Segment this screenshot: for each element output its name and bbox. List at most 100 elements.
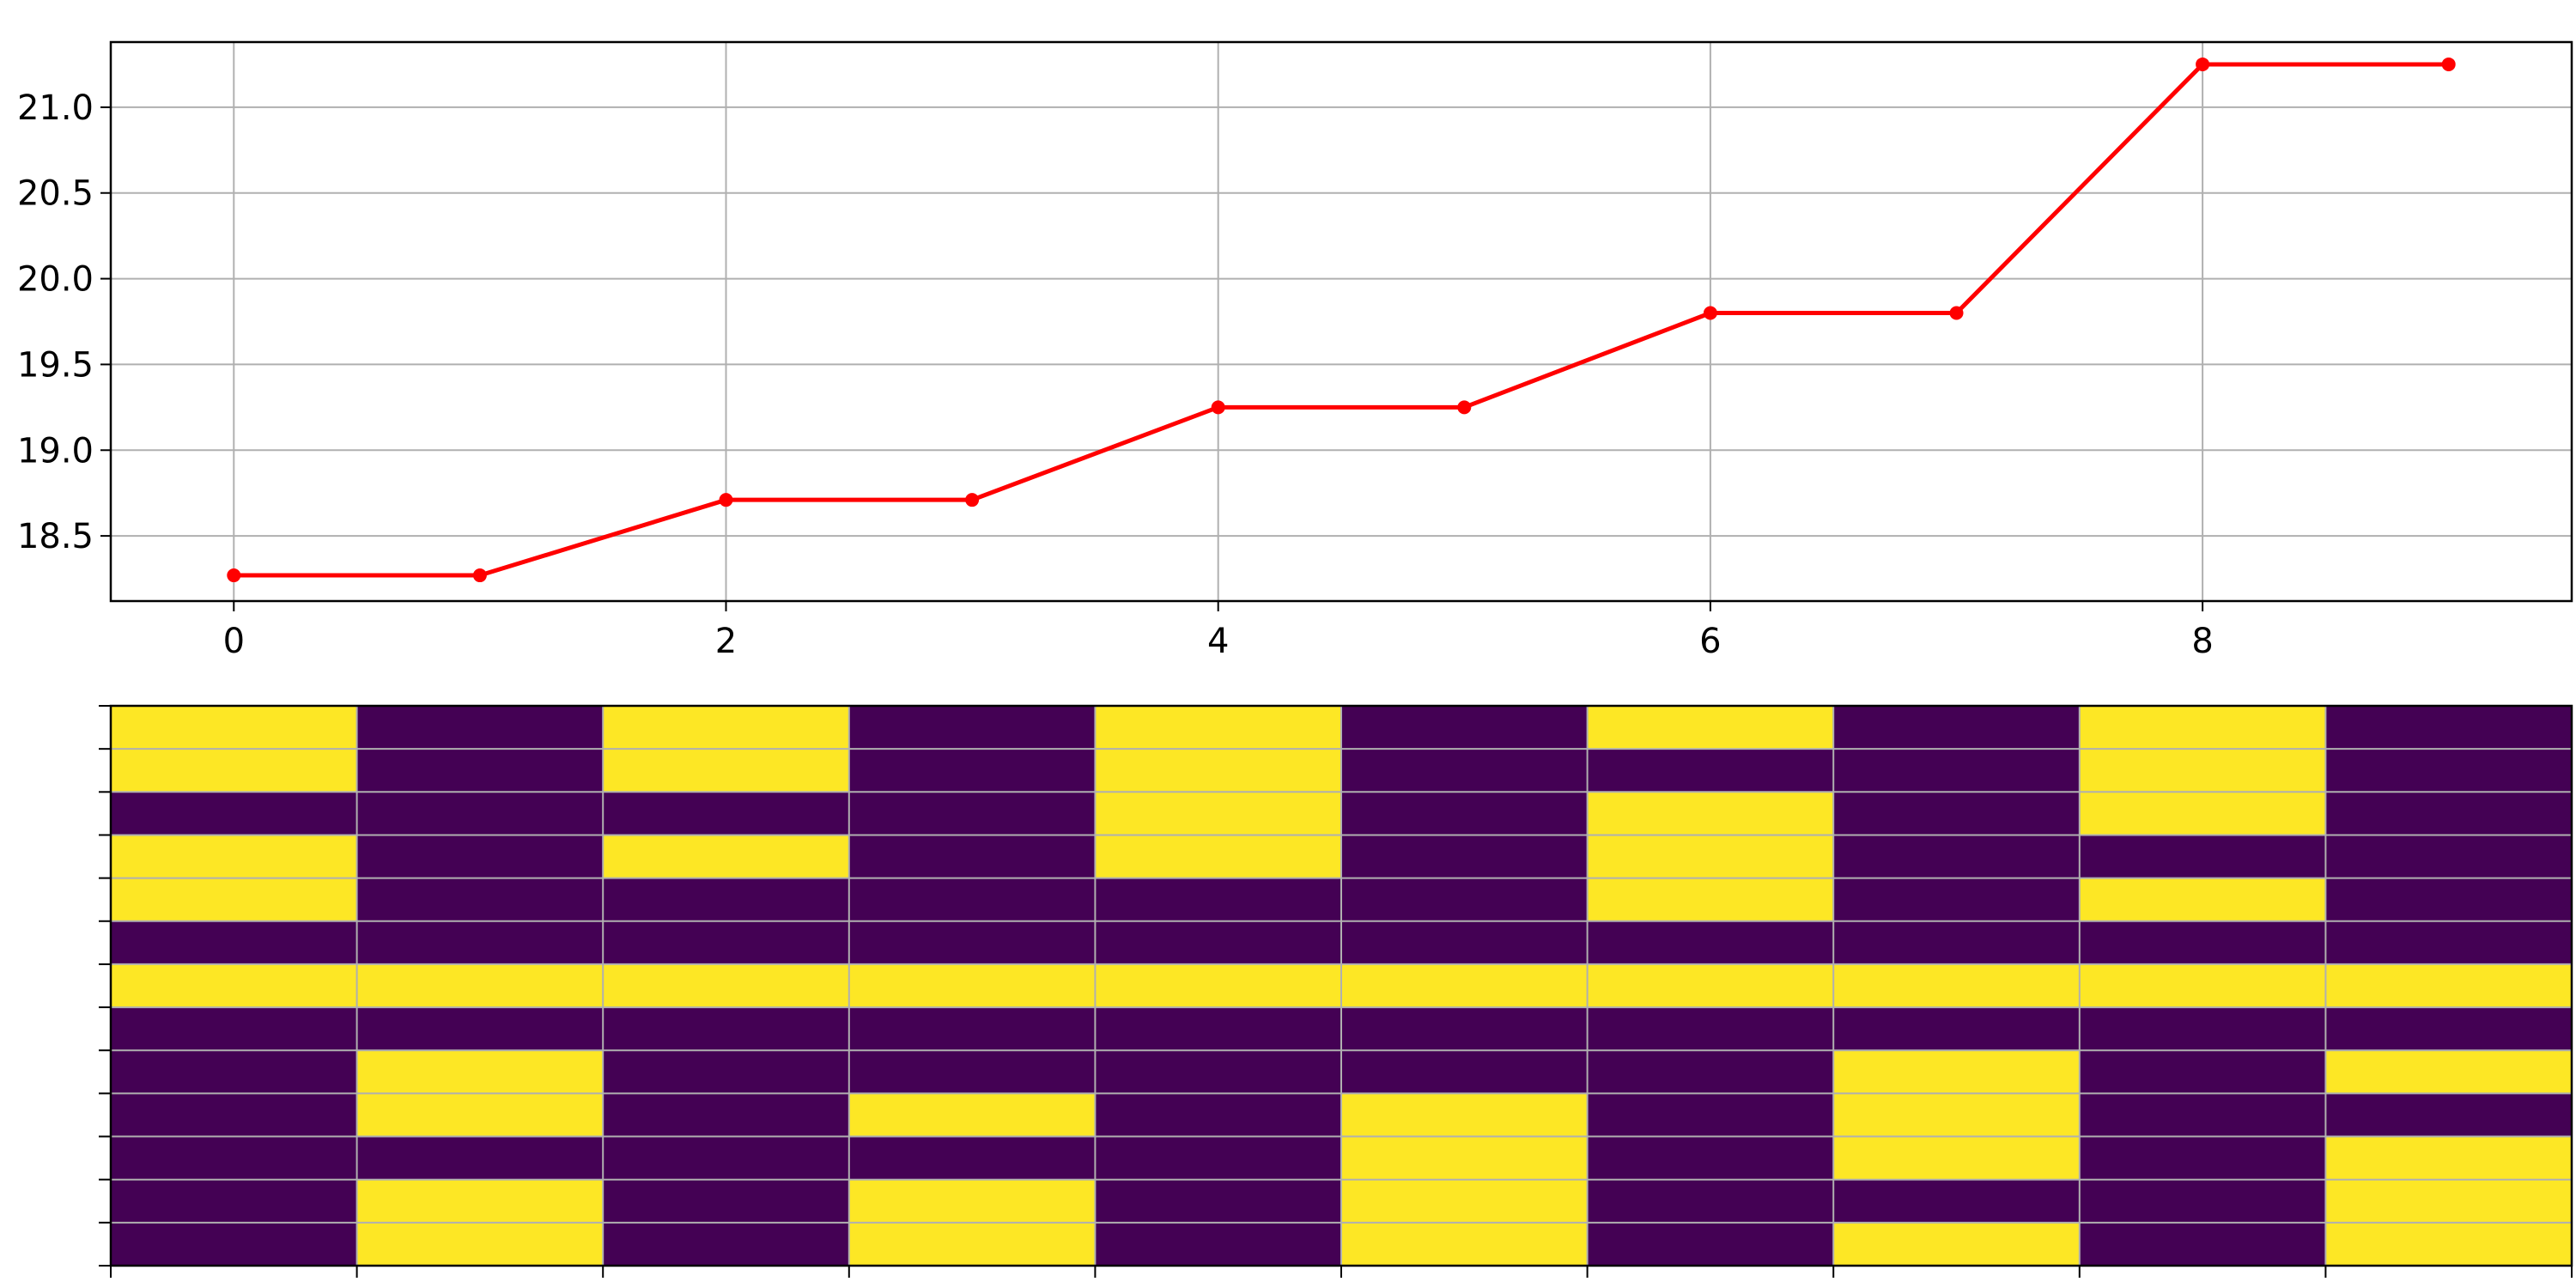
- heatmap-cell: [848, 706, 1096, 750]
- y-tick-label: 20.5: [17, 174, 94, 214]
- heatmap-cell: [2325, 792, 2573, 836]
- heatmap-cell: [2325, 1007, 2573, 1051]
- heatmap-cell: [1095, 1222, 1342, 1267]
- heatmap-cell: [2079, 706, 2326, 750]
- heatmap-cell: [2079, 963, 2326, 1008]
- heatmap-cell: [1341, 920, 1589, 965]
- heatmap-cell: [603, 1136, 850, 1181]
- y-tick-label: 19.0: [17, 431, 94, 471]
- heatmap-cell: [356, 792, 604, 836]
- heatmap-cell: [2079, 1136, 2326, 1181]
- heatmap-cell: [1587, 1093, 1834, 1138]
- heatmap-cell: [1833, 1222, 2081, 1267]
- heatmap-cell: [603, 835, 850, 879]
- heatmap-cell: [603, 792, 850, 836]
- x-tick-label: 2: [715, 622, 737, 661]
- y-tick-label: 21.0: [17, 88, 94, 128]
- heatmap-cell: [1095, 835, 1342, 879]
- heatmap-cell: [356, 749, 604, 793]
- heatmap-cell: [848, 1136, 1096, 1181]
- heatmap-cell: [111, 1093, 358, 1138]
- heatmap-cell: [848, 878, 1096, 922]
- heatmap-cell: [2079, 1179, 2326, 1224]
- heatmap-cell: [356, 963, 604, 1008]
- heatmap-cell: [1587, 1222, 1834, 1267]
- heatmap-cell: [1587, 1136, 1834, 1181]
- heatmap-cell: [1095, 1093, 1342, 1138]
- heatmap-cell: [111, 1007, 358, 1051]
- heatmap-cell: [1833, 878, 2081, 922]
- heatmap-cell: [848, 1222, 1096, 1267]
- data-point: [1457, 400, 1472, 415]
- heatmap-cell: [603, 706, 850, 750]
- heatmap-cell: [356, 1007, 604, 1051]
- heatmap-cell: [2325, 1179, 2573, 1224]
- heatmap-cell: [111, 749, 358, 793]
- heatmap-cell: [1587, 1179, 1834, 1224]
- heatmap-cell: [1095, 878, 1342, 922]
- data-point: [1211, 400, 1225, 415]
- heatmap-cell: [1341, 1050, 1589, 1094]
- heatmap-cell: [356, 1050, 604, 1094]
- heatmap-panel: [99, 704, 2573, 1278]
- heatmap-cell: [848, 792, 1096, 836]
- heatmap-cell: [111, 792, 358, 836]
- heatmap-cell: [1587, 1050, 1834, 1094]
- heatmap-cell: [2079, 1007, 2326, 1051]
- heatmap-cell: [603, 1093, 850, 1138]
- heatmap-cell: [2325, 878, 2573, 922]
- heatmap-cell: [848, 1179, 1096, 1224]
- heatmap-frame: [109, 704, 2573, 1267]
- heatmap-cell: [1833, 1093, 2081, 1138]
- heatmap-cell: [111, 1050, 358, 1094]
- heatmap-cell: [2325, 706, 2573, 750]
- series-line: [234, 62, 2449, 578]
- heatmap-cell: [111, 1179, 358, 1224]
- heatmap-cell: [1833, 1136, 2081, 1181]
- heatmap-cell: [1341, 706, 1589, 750]
- heatmap-cell: [1833, 1050, 2081, 1094]
- heatmap-cell: [2079, 835, 2326, 879]
- heatmap-cell: [1341, 963, 1589, 1008]
- heatmap-cell: [603, 1179, 850, 1224]
- heatmap-cell: [356, 1136, 604, 1181]
- x-tick-label: 6: [1699, 622, 1721, 661]
- heatmap-cell: [1833, 920, 2081, 965]
- heatmap-cell: [603, 963, 850, 1008]
- data-point: [472, 568, 487, 583]
- heatmap-cell: [1341, 1093, 1589, 1138]
- heatmap-cell: [1095, 963, 1342, 1008]
- heatmap-cell: [2325, 920, 2573, 965]
- data-point: [719, 493, 733, 507]
- heatmap-cell: [1095, 920, 1342, 965]
- data-point: [227, 568, 241, 583]
- heatmap-cell: [1341, 1136, 1589, 1181]
- heatmap-cell: [1341, 792, 1589, 836]
- heatmap-cell: [111, 706, 358, 750]
- heatmap-cell: [603, 749, 850, 793]
- heatmap-cell: [1095, 1050, 1342, 1094]
- data-point: [1949, 306, 1964, 320]
- heatmap-cell: [1587, 792, 1834, 836]
- heatmap-cell: [1341, 1179, 1589, 1224]
- line-plot-frame: [109, 40, 2573, 603]
- heatmap-cell: [848, 1007, 1096, 1051]
- heatmap-cell: [2079, 792, 2326, 836]
- heatmap-cell: [1341, 1222, 1589, 1267]
- heatmap-cell: [2079, 878, 2326, 922]
- heatmap-cell: [356, 1179, 604, 1224]
- heatmap-cell: [1833, 792, 2081, 836]
- heatmap-cell: [1341, 1007, 1589, 1051]
- heatmap-cell: [2079, 749, 2326, 793]
- heatmap-cell: [603, 920, 850, 965]
- x-tick-label: 8: [2191, 622, 2213, 661]
- y-tick-label: 20.0: [17, 260, 94, 300]
- heatmap-cell: [848, 963, 1096, 1008]
- heatmap-cell: [1587, 1007, 1834, 1051]
- heatmap-cell: [111, 878, 358, 922]
- heatmap-cell: [1587, 963, 1834, 1008]
- heatmap-cell: [2079, 920, 2326, 965]
- y-tick-label: 18.5: [17, 517, 94, 556]
- data-point: [2441, 57, 2456, 71]
- line-chart-panel: 0 2 4 6 8 18.5 19.0 19.5 20.0 20.5 21.0: [17, 40, 2573, 661]
